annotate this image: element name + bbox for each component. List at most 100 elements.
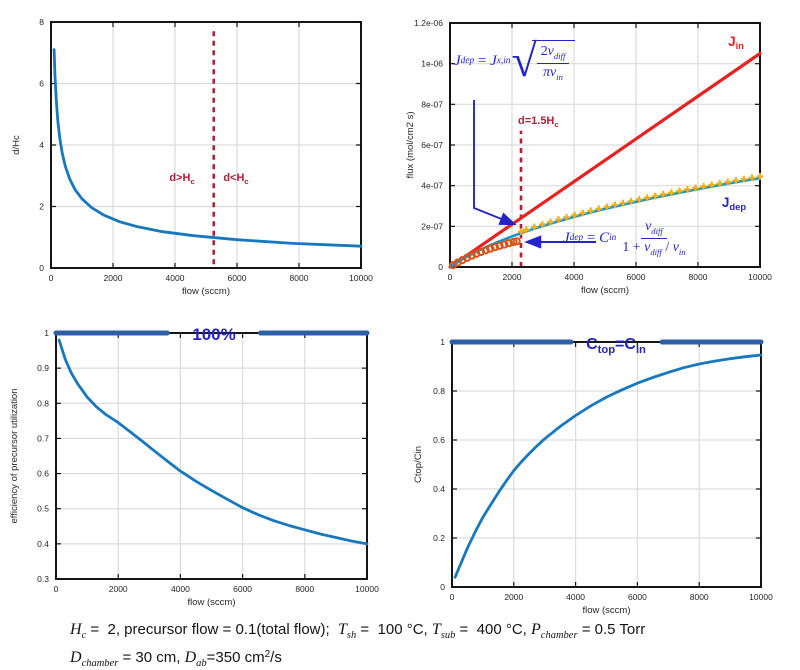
y-tick-label: 6e-07	[421, 140, 443, 150]
y-tick-label: 6	[39, 79, 44, 89]
panel-d-ratio: 0 2000 4000 6000 8000 10000 0 2 4 6 8 flow (sccm) d/…	[0, 0, 400, 300]
text-token: ab	[196, 657, 207, 669]
text-token: v	[644, 239, 651, 255]
x-tick-label: 6000	[228, 273, 247, 283]
annotation-label: d>Hc	[169, 172, 195, 186]
y-tick-label: 1	[44, 328, 49, 338]
y-tick-label: 0.7	[37, 433, 49, 443]
text-token: c	[81, 630, 87, 641]
text-token: = 0.5 Torr	[577, 621, 646, 638]
y-tick-label: 8e-07	[421, 99, 443, 109]
x-tick-label: 0	[49, 273, 54, 283]
x-tick-label: 8000	[290, 273, 309, 283]
x-tick-label: 6000	[627, 272, 646, 282]
text-token: v	[547, 44, 554, 59]
text-token: v	[672, 239, 679, 255]
series-ctop-cin	[453, 353, 763, 579]
y-axis-label: d/Hc	[11, 135, 22, 155]
text-token: = 30 cm,	[118, 648, 185, 666]
x-tick-label: 10000	[355, 584, 379, 594]
panel-flux: 0 2000 4000 6000 8000 10000 0 2e-07 4e-07 6e-07 8e…	[400, 0, 800, 300]
y-tick-label: 0	[39, 263, 44, 273]
chart-d-ratio: 0 2000 4000 6000 8000 10000 0 2 4 6 8 flow (sccm) d/…	[11, 17, 373, 297]
series-j-dep-sqrt-markers	[517, 173, 764, 236]
y-tick-label: 0	[438, 262, 443, 272]
text-token: in	[556, 71, 563, 82]
y-tick-label: 4e-07	[421, 181, 443, 191]
y-tick-label: 4	[39, 140, 44, 150]
annotation-label: 100%	[192, 325, 235, 344]
series-efficiency	[57, 338, 369, 546]
text-token: T	[338, 621, 347, 638]
x-tick-label: 8000	[690, 592, 709, 602]
text-token: 2	[540, 44, 548, 59]
text-token: H	[70, 621, 82, 638]
y-tick-label: 0.6	[433, 435, 445, 445]
text-token: vdiff 1 + vdiff / vin	[618, 219, 689, 258]
panel-efficiency: 0 2000 4000 6000 8000 10000 0.3 0.4 0.5 0.6 0.7 0.8…	[0, 300, 400, 630]
text-token: chamber	[81, 657, 119, 669]
text-token: = 400 °C,	[455, 621, 532, 638]
caption-line-2: Dchamber = 30 cm, Dab=350 cm2/s	[70, 645, 645, 670]
caption-line-1: Hc = 2, precursor flow = 0.1(total flow)…	[70, 617, 645, 645]
annotation-label: Jin	[728, 34, 744, 51]
text-token: 1 +	[622, 239, 645, 255]
text-token: T	[431, 621, 441, 638]
y-tick-label: 1	[440, 337, 445, 347]
y-tick-label: 0.8	[433, 386, 445, 396]
text-token: C	[599, 229, 610, 246]
chart-flux: 0 2000 4000 6000 8000 10000 0 2e-07 4e-07 6e-07 8e…	[405, 18, 772, 296]
text-token: = 100 °C,	[356, 621, 432, 638]
annotation-arrow	[473, 100, 517, 226]
text-token: in	[609, 233, 617, 243]
text-token: x,in	[496, 56, 511, 66]
x-tick-label: 8000	[689, 272, 708, 282]
x-tick-label: 4000	[166, 273, 185, 283]
text-token: diff	[650, 246, 662, 257]
y-tick-label: 1.2e-06	[414, 18, 443, 28]
x-tick-label: 8000	[295, 584, 314, 594]
x-tick-label: 10000	[349, 273, 373, 283]
axes-box	[451, 341, 762, 588]
text-token: J	[454, 52, 461, 69]
text-token: =	[583, 229, 600, 246]
text-token: /s	[270, 648, 282, 666]
x-tick-label: 4000	[171, 584, 190, 594]
series-d-hc	[52, 48, 363, 248]
y-tick-label: 0.4	[433, 484, 445, 494]
text-token: =350 cm	[206, 648, 265, 666]
axes-box	[55, 332, 368, 580]
x-tick-label: 10000	[749, 592, 773, 602]
panel-ctop: 0 2000 4000 6000 8000 10000 0 0.2 0.4 0.6 0.8 1 flow…	[400, 300, 800, 630]
x-tick-label: 4000	[565, 272, 584, 282]
y-tick-label: 0.4	[37, 539, 49, 549]
x-axis-label: flow (sccm)	[187, 597, 235, 608]
x-axis-label: flow (sccm)	[582, 605, 630, 616]
y-axis-label: efficiency of precursor utilization	[9, 389, 20, 524]
x-tick-label: 2000	[104, 273, 123, 283]
y-tick-label: 0.3	[37, 574, 49, 584]
x-axis-label: flow (sccm)	[581, 285, 629, 296]
x-tick-label: 2000	[109, 584, 128, 594]
text-token: chamber	[540, 630, 578, 641]
figure-caption: Hc = 2, precursor flow = 0.1(total flow)…	[70, 617, 645, 670]
y-tick-label: 2	[39, 202, 44, 212]
annotation-label: Jdep	[722, 195, 746, 212]
y-axis-label: Ctop/Cin	[413, 446, 424, 483]
y-tick-label: 8	[39, 17, 44, 27]
annotation-label: Ctop=Cin	[586, 336, 646, 356]
text-token: √ 2vdiff πvin	[511, 38, 576, 84]
text-token: /	[661, 239, 673, 255]
text-token: v	[645, 219, 652, 234]
text-token: dep	[460, 56, 475, 66]
text-token: diff	[553, 50, 566, 61]
annotation-label: d=1.5Hc	[518, 115, 559, 129]
text-token: P	[531, 621, 541, 638]
x-tick-label: 0	[54, 584, 59, 594]
text-token: J	[490, 52, 497, 69]
y-axis-label: flux (mol/cm2 s)	[405, 111, 416, 178]
y-tick-label: 0.6	[37, 469, 49, 479]
y-tick-label: 1e-06	[421, 59, 443, 69]
